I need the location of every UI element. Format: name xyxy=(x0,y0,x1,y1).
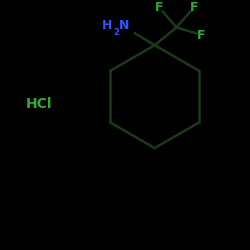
Text: F: F xyxy=(190,1,198,14)
Text: 2: 2 xyxy=(113,28,119,37)
Text: F: F xyxy=(197,29,205,42)
Text: N: N xyxy=(119,19,130,32)
Text: H: H xyxy=(102,19,112,32)
Text: HCl: HCl xyxy=(26,96,52,110)
Text: F: F xyxy=(154,1,163,14)
